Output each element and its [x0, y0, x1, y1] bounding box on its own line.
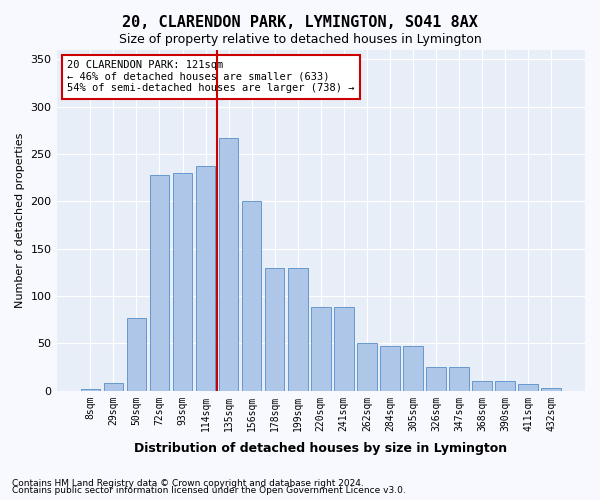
Bar: [472, 382, 492, 391]
Y-axis label: Number of detached properties: Number of detached properties: [15, 132, 25, 308]
Bar: [541, 388, 561, 391]
Bar: [196, 166, 215, 391]
Bar: [265, 268, 284, 391]
Bar: [518, 384, 538, 391]
Bar: [403, 346, 423, 391]
Bar: [334, 308, 353, 391]
Bar: [127, 318, 146, 391]
Text: 20, CLARENDON PARK, LYMINGTON, SO41 8AX: 20, CLARENDON PARK, LYMINGTON, SO41 8AX: [122, 15, 478, 30]
Bar: [80, 389, 100, 391]
Bar: [149, 175, 169, 391]
Text: Contains HM Land Registry data © Crown copyright and database right 2024.: Contains HM Land Registry data © Crown c…: [12, 478, 364, 488]
Bar: [104, 383, 123, 391]
Text: Contains public sector information licensed under the Open Government Licence v3: Contains public sector information licen…: [12, 486, 406, 495]
Bar: [242, 202, 262, 391]
Bar: [288, 268, 308, 391]
Bar: [219, 138, 238, 391]
Bar: [357, 344, 377, 391]
Text: 20 CLARENDON PARK: 121sqm
← 46% of detached houses are smaller (633)
54% of semi: 20 CLARENDON PARK: 121sqm ← 46% of detac…: [67, 60, 355, 94]
Bar: [449, 367, 469, 391]
Text: Size of property relative to detached houses in Lymington: Size of property relative to detached ho…: [119, 32, 481, 46]
X-axis label: Distribution of detached houses by size in Lymington: Distribution of detached houses by size …: [134, 442, 508, 455]
Bar: [311, 308, 331, 391]
Bar: [496, 382, 515, 391]
Bar: [426, 367, 446, 391]
Bar: [173, 173, 193, 391]
Bar: [380, 346, 400, 391]
